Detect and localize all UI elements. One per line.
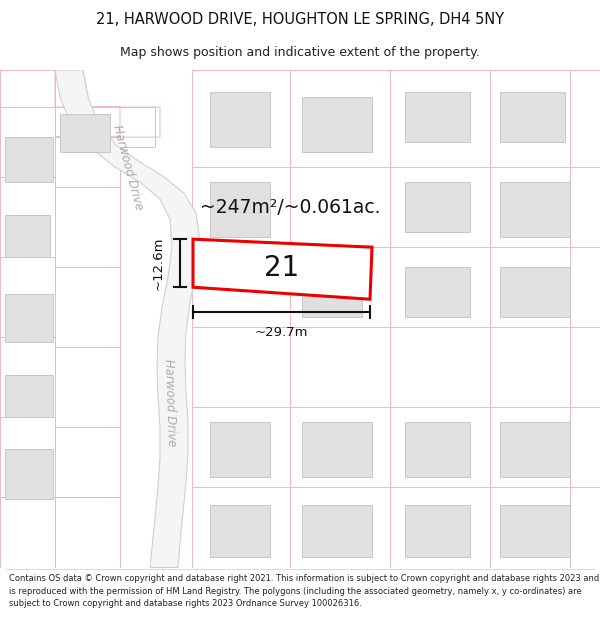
Polygon shape xyxy=(5,294,53,343)
Polygon shape xyxy=(5,215,50,258)
Polygon shape xyxy=(405,92,470,142)
Polygon shape xyxy=(5,137,53,182)
Polygon shape xyxy=(210,422,270,478)
Text: Contains OS data © Crown copyright and database right 2021. This information is : Contains OS data © Crown copyright and d… xyxy=(9,574,599,608)
Text: ~12.6m: ~12.6m xyxy=(151,236,164,290)
Polygon shape xyxy=(405,182,470,232)
Polygon shape xyxy=(5,449,53,499)
Text: Map shows position and indicative extent of the property.: Map shows position and indicative extent… xyxy=(120,46,480,59)
Text: ~247m²/~0.061ac.: ~247m²/~0.061ac. xyxy=(200,198,380,217)
Polygon shape xyxy=(55,70,200,568)
Polygon shape xyxy=(5,375,53,418)
Polygon shape xyxy=(60,114,110,152)
Polygon shape xyxy=(302,422,372,478)
Polygon shape xyxy=(500,422,570,478)
Text: Harwood Drive: Harwood Drive xyxy=(110,123,146,211)
Text: ~29.7m: ~29.7m xyxy=(255,326,308,339)
Polygon shape xyxy=(302,97,372,152)
Polygon shape xyxy=(210,182,270,237)
Polygon shape xyxy=(500,506,570,558)
Text: 21: 21 xyxy=(265,254,299,282)
Polygon shape xyxy=(405,422,470,478)
Polygon shape xyxy=(193,239,372,299)
Polygon shape xyxy=(500,92,565,142)
Text: 21, HARWOOD DRIVE, HOUGHTON LE SPRING, DH4 5NY: 21, HARWOOD DRIVE, HOUGHTON LE SPRING, D… xyxy=(96,12,504,27)
Polygon shape xyxy=(302,506,372,558)
Polygon shape xyxy=(405,506,470,558)
Text: Harwood Drive: Harwood Drive xyxy=(162,358,178,446)
Polygon shape xyxy=(302,262,362,318)
Polygon shape xyxy=(210,92,270,147)
Polygon shape xyxy=(500,268,570,318)
Polygon shape xyxy=(405,268,470,318)
Polygon shape xyxy=(210,506,270,558)
Polygon shape xyxy=(500,182,570,237)
